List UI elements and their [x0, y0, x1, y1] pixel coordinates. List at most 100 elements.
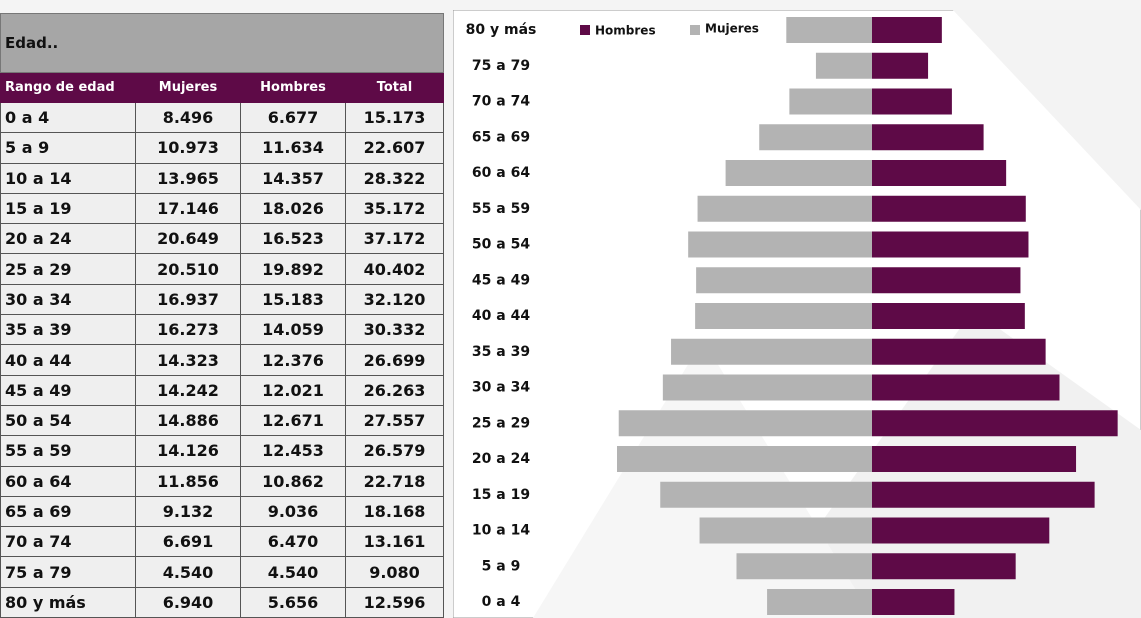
bar — [872, 52, 929, 79]
table-cell: 14.059 — [240, 314, 346, 346]
table-cell: 27.557 — [345, 404, 444, 437]
header-row: Rango de edad Mujeres Hombres Total — [0, 72, 444, 103]
table-row: 20 a 24 20.649 16.523 37.172 — [0, 223, 444, 255]
table-cell: 9.036 — [240, 495, 346, 528]
table-cell: 12.596 — [345, 586, 444, 618]
table-row: 0 a 4 8.496 6.677 15.173 — [0, 101, 444, 134]
bar — [671, 338, 872, 365]
category-label: 0 a 4 — [482, 594, 521, 610]
bar — [617, 446, 872, 472]
table-cell: 20.510 — [135, 253, 241, 285]
bar — [872, 88, 952, 115]
category-label: 10 a 14 — [472, 523, 530, 539]
table-cell: 28.322 — [345, 162, 444, 194]
table-cell: 12.453 — [240, 435, 346, 467]
table-row: 60 a 64 11.856 10.862 22.718 — [0, 465, 444, 497]
bar — [872, 589, 955, 615]
table-cell: 22.718 — [345, 465, 444, 497]
category-label: 20 a 24 — [472, 451, 530, 467]
table-cell: 13.161 — [345, 526, 444, 558]
bar — [688, 231, 872, 258]
table-row: 40 a 44 14.323 12.376 26.699 — [0, 344, 444, 376]
bar — [872, 410, 1118, 437]
table-cell: 5 a 9 — [0, 132, 136, 164]
table-cell: 35 a 39 — [0, 314, 136, 346]
bar — [872, 160, 1007, 186]
category-label: 25 a 29 — [472, 415, 530, 431]
table-row: 35 a 39 16.273 14.059 30.332 — [0, 314, 444, 346]
table-cell: 9.132 — [135, 495, 241, 528]
table-cell: 12.376 — [240, 344, 346, 376]
category-label: 15 a 19 — [472, 487, 530, 503]
bar — [662, 374, 872, 401]
bar — [872, 446, 1077, 472]
bar — [699, 517, 872, 544]
table-row: 30 a 34 16.937 15.183 32.120 — [0, 283, 444, 316]
table-cell: 20 a 24 — [0, 223, 136, 255]
table-cell: 19.892 — [240, 253, 346, 285]
legend-label: Mujeres — [705, 22, 759, 36]
bar — [789, 88, 872, 115]
bar — [767, 589, 872, 615]
table-row: 50 a 54 14.886 12.671 27.557 — [0, 404, 444, 437]
table-cell: 14.323 — [135, 344, 241, 376]
table-cell: 9.080 — [345, 556, 444, 588]
table-title-row: Edad.. — [0, 13, 444, 73]
bar — [815, 52, 872, 79]
table-cell: 10.973 — [135, 132, 241, 164]
table-cell: 35.172 — [345, 192, 444, 225]
table-cell: 14.357 — [240, 162, 346, 194]
bar — [786, 17, 872, 43]
table-cell: 6.691 — [135, 526, 241, 558]
category-label: 45 a 49 — [472, 272, 530, 288]
table-row: 10 a 14 13.965 14.357 28.322 — [0, 162, 444, 194]
table-cell: 16.273 — [135, 314, 241, 346]
table-cell: 45 a 49 — [0, 374, 136, 406]
table-cell: 0 a 4 — [0, 101, 136, 134]
table-cell: 4.540 — [240, 556, 346, 588]
table-cell: 15.183 — [240, 283, 346, 316]
bar — [872, 231, 1029, 258]
table-row: 25 a 29 20.510 19.892 40.402 — [0, 253, 444, 285]
table-cell: 6.677 — [240, 101, 346, 134]
bar — [872, 481, 1095, 508]
table-cell: 10 a 14 — [0, 162, 136, 194]
bar — [872, 553, 1016, 580]
table-cell: 16.937 — [135, 283, 241, 316]
table-cell: 60 a 64 — [0, 465, 136, 497]
bar — [660, 481, 872, 508]
bar — [872, 517, 1050, 544]
header-cell: Total — [345, 72, 444, 103]
table-row: 5 a 9 10.973 11.634 22.607 — [0, 132, 444, 164]
table-cell: 14.126 — [135, 435, 241, 467]
table-title: Edad.. — [0, 13, 444, 73]
table-cell: 40 a 44 — [0, 344, 136, 376]
category-label: 55 a 59 — [472, 201, 530, 217]
category-label: 70 a 74 — [472, 94, 530, 110]
category-label: 40 a 44 — [472, 308, 530, 324]
table-cell: 30 a 34 — [0, 283, 136, 316]
bar — [872, 195, 1026, 222]
legend-label: Hombres — [595, 24, 656, 38]
table-cell: 26.263 — [345, 374, 444, 406]
table-cell: 22.607 — [345, 132, 444, 164]
table-row: 75 a 79 4.540 4.540 9.080 — [0, 556, 444, 588]
table-cell: 70 a 74 — [0, 526, 136, 558]
table-cell: 8.496 — [135, 101, 241, 134]
bar — [618, 410, 872, 437]
header-cell: Mujeres — [135, 72, 241, 103]
header-cell: Hombres — [240, 72, 346, 103]
bar — [872, 267, 1021, 294]
table-cell: 11.634 — [240, 132, 346, 164]
table-cell: 16.523 — [240, 223, 346, 255]
legend-swatch — [580, 25, 590, 35]
bar — [736, 553, 872, 580]
table-cell: 40.402 — [345, 253, 444, 285]
table-cell: 50 a 54 — [0, 404, 136, 437]
bar — [872, 303, 1025, 329]
category-label: 50 a 54 — [472, 237, 530, 253]
bar — [872, 17, 942, 43]
table-cell: 37.172 — [345, 223, 444, 255]
chart: 80 y más 75 a 79 70 a 74 65 a 69 60 a 64 55 a… — [453, 10, 1141, 618]
